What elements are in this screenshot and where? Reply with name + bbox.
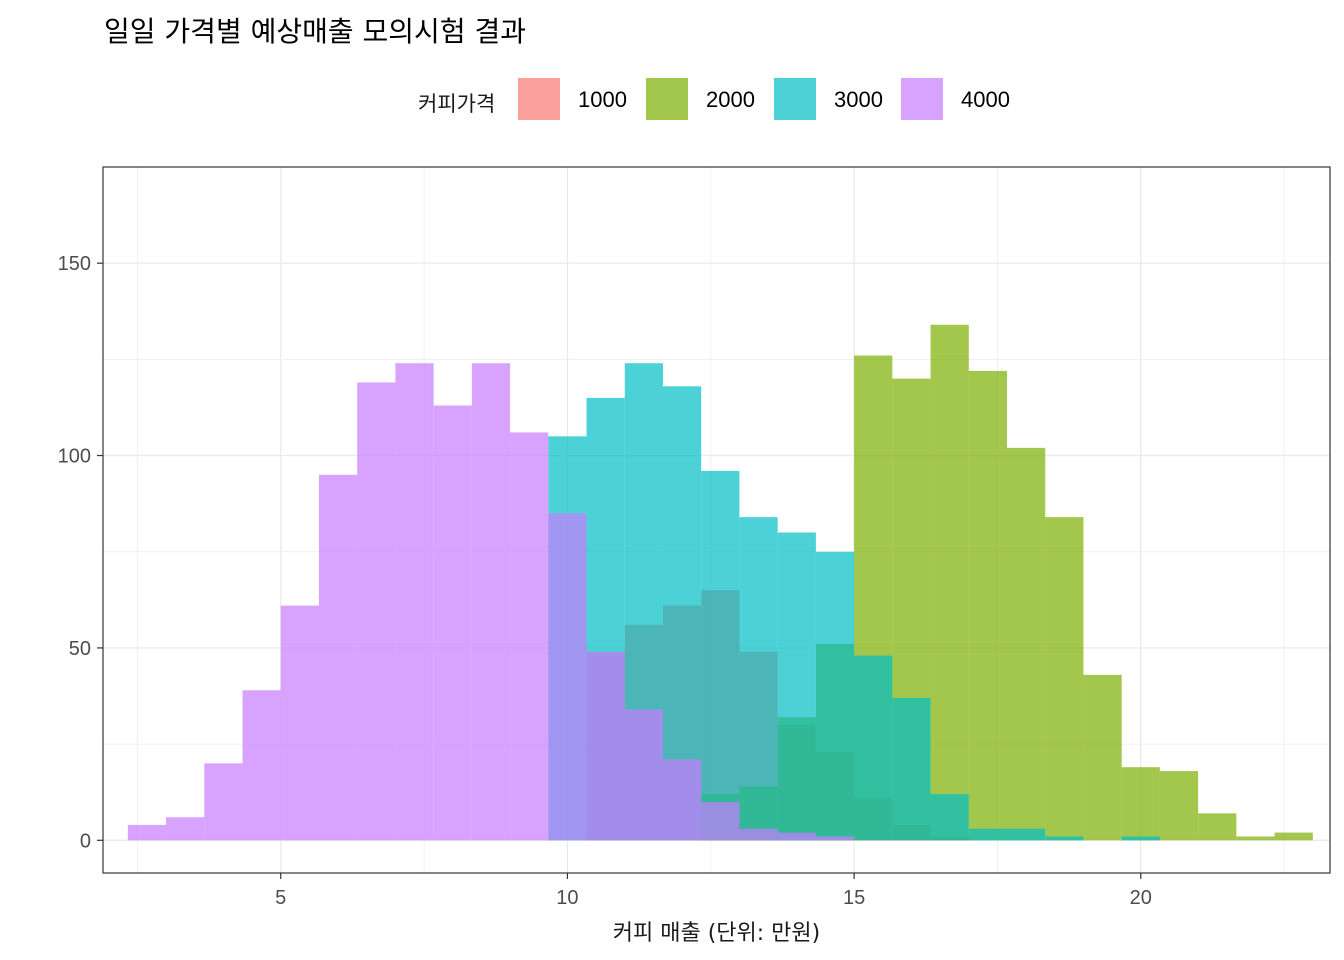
bar-4000 xyxy=(777,832,816,841)
bar-4000 xyxy=(357,382,396,841)
bar-4000 xyxy=(242,690,281,841)
x-tick-label: 20 xyxy=(1130,887,1152,909)
bar-3000 xyxy=(854,655,893,841)
bar-3000 xyxy=(930,794,969,841)
bar-2000 xyxy=(1198,813,1237,841)
panel-border xyxy=(102,166,1331,874)
bar-4000 xyxy=(815,836,855,841)
legend-label: 2000 xyxy=(706,87,755,112)
bar-4000 xyxy=(510,432,549,841)
bar-4000 xyxy=(433,405,472,841)
bar-2000 xyxy=(1274,832,1313,841)
bar-4000 xyxy=(166,817,205,841)
bar-4000 xyxy=(127,824,167,841)
legend-swatch xyxy=(901,78,943,120)
bar-4000 xyxy=(662,759,702,841)
y-tick-label: 50 xyxy=(69,638,91,660)
legend: 커피가격 1000 2000 3000 4000 xyxy=(0,78,1344,122)
legend-swatch xyxy=(518,78,560,120)
bar-3000 xyxy=(892,697,931,841)
bar-3000 xyxy=(739,517,778,841)
bar-4000 xyxy=(701,801,740,841)
x-tick-label: 5 xyxy=(275,887,286,909)
bar-4000 xyxy=(318,474,358,841)
bar-2000 xyxy=(1121,767,1160,841)
bar-2000 xyxy=(930,324,969,841)
bar-2000 xyxy=(1007,447,1046,841)
series-4000 xyxy=(127,363,855,841)
bar-3000 xyxy=(777,532,816,841)
bar-3000 xyxy=(1121,836,1160,841)
bar-3000 xyxy=(968,828,1008,841)
bar-2000 xyxy=(1236,836,1275,841)
legend-title: 커피가격 xyxy=(418,92,496,116)
chart-title: 일일 가격별 예상매출 모의시험 결과 xyxy=(104,15,527,48)
bar-3000 xyxy=(1007,828,1046,841)
legend-label: 4000 xyxy=(961,87,1010,112)
bar-3000 xyxy=(815,551,855,841)
bar-4000 xyxy=(739,828,778,841)
histogram-bars xyxy=(127,324,1313,841)
bar-4000 xyxy=(548,513,587,841)
axis-ticks: 5 10 15 20 0 50 100 150 xyxy=(58,253,1152,909)
bar-3000 xyxy=(701,470,740,841)
bar-4000 xyxy=(280,605,319,841)
x-tick-label: 15 xyxy=(843,887,865,909)
y-tick-label: 150 xyxy=(58,253,91,275)
bar-3000 xyxy=(1045,836,1084,841)
x-axis-title: 커피 매출 (단위: 만원) xyxy=(613,921,820,946)
legend-swatch xyxy=(646,78,688,120)
bar-2000 xyxy=(1045,517,1084,841)
bar-4000 xyxy=(586,651,625,841)
bar-2000 xyxy=(968,370,1008,841)
bar-4000 xyxy=(624,709,663,841)
y-tick-label: 100 xyxy=(58,446,91,468)
x-tick-label: 10 xyxy=(556,887,578,909)
bar-4000 xyxy=(471,363,511,841)
legend-swatch xyxy=(774,78,816,120)
bar-2000 xyxy=(1083,674,1122,841)
y-tick-label: 0 xyxy=(80,830,91,852)
bar-2000 xyxy=(1159,771,1199,841)
legend-label: 3000 xyxy=(834,87,883,112)
bar-4000 xyxy=(395,363,434,841)
legend-label: 1000 xyxy=(578,87,627,112)
bar-4000 xyxy=(204,763,243,841)
